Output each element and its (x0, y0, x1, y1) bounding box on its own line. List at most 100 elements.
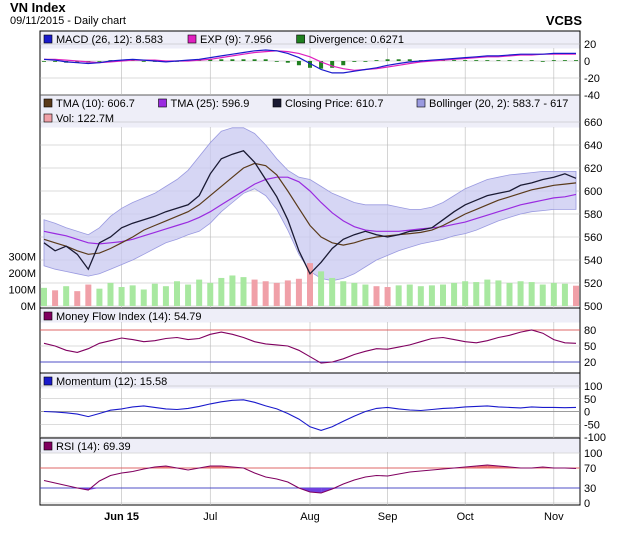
legend-strip (40, 373, 580, 389)
bollinger-band (43, 127, 577, 282)
volume-bar (406, 284, 413, 306)
y-tick-label: -100 (584, 432, 606, 444)
legend-swatch (158, 98, 167, 108)
legend-swatch (43, 113, 53, 123)
y-tick-label: -50 (584, 419, 600, 431)
divergence-bar (363, 61, 368, 62)
divergence-bar (496, 60, 501, 61)
brand-label: VCBS (545, 13, 582, 28)
volume-bar (218, 277, 225, 306)
volume-bar (462, 281, 469, 306)
legend-swatch (296, 34, 305, 44)
y-tick-label: 620 (584, 163, 602, 175)
closing-price-line (43, 150, 577, 275)
y-tick-label: 30 (584, 483, 596, 495)
x-tick-label: Oct (457, 511, 474, 523)
divergence-bar (352, 61, 357, 62)
volume-bar (284, 280, 291, 306)
volume-bar (63, 286, 70, 306)
volume-bar (262, 281, 269, 306)
legend-swatch (416, 98, 426, 108)
volume-bar (140, 289, 147, 306)
volume-bar (340, 281, 347, 306)
legend-strip (40, 308, 580, 323)
volume-bar (118, 287, 125, 306)
volume-bar (174, 281, 180, 306)
y-tick-label: 100 (584, 381, 602, 393)
x-tick-label: Nov (544, 511, 564, 523)
divergence-bar (141, 61, 146, 62)
volume-bar (384, 287, 391, 306)
legend-label: Closing Price: 610.7 (285, 98, 383, 110)
volume-bar (229, 275, 236, 306)
y-tick-label: -40 (584, 90, 600, 102)
divergence-bar (507, 60, 512, 61)
y-tick-label: 540 (584, 255, 602, 267)
divergence-bar (241, 59, 246, 61)
divergence-bar (263, 59, 268, 61)
volume-bar (573, 285, 579, 306)
volume-bar (251, 279, 258, 306)
legend-swatch (43, 441, 53, 451)
volume-bar (273, 282, 280, 306)
chart-subtitle: 09/11/2015 - Daily chart (10, 15, 126, 27)
macd-line (43, 49, 576, 74)
volume-bar (52, 290, 59, 306)
volume-bar (307, 263, 313, 306)
divergence-bar (230, 59, 235, 61)
mfi-line (43, 329, 577, 364)
divergence-bar (374, 60, 379, 61)
y-tick-label: -20 (584, 73, 600, 85)
divergence-bar (219, 59, 224, 61)
volume-bar (107, 282, 114, 306)
divergence-bar (474, 60, 479, 61)
volume-bar (74, 291, 81, 306)
volume-bar (240, 277, 247, 306)
divergence-bar (252, 59, 257, 61)
y-tick-label: 520 (584, 278, 602, 290)
volume-bar (517, 281, 524, 306)
divergence-bar (330, 61, 335, 68)
divergence-bar (574, 60, 578, 61)
y-tick-label: 600 (584, 186, 602, 198)
legend-label: Momentum (12): 15.58 (56, 376, 167, 388)
legend-label: TMA (25): 596.9 (171, 98, 250, 110)
volume-bar (129, 285, 136, 306)
volume-bar (528, 282, 535, 306)
rsi-line (43, 464, 577, 494)
legend-swatch (272, 98, 282, 108)
x-tick-label: Jun 15 (104, 511, 139, 523)
volume-bar (318, 271, 325, 306)
legend-label: MACD (26, 12): 8.583 (56, 34, 163, 46)
y-tick-label: 0 (584, 56, 590, 68)
y-tick-label: 50 (584, 394, 596, 406)
volume-bar (295, 278, 302, 306)
volume-tick-label: 0M (21, 301, 36, 313)
x-tick-label: Aug (300, 511, 320, 523)
volume-bar (440, 284, 446, 306)
legend-label: RSI (14): 69.39 (56, 441, 131, 453)
volume-tick-label: 300M (8, 252, 36, 264)
divergence-bar (485, 60, 490, 61)
tma25-line (43, 176, 577, 245)
divergence-bar (274, 61, 279, 62)
rsi-oversold-fill (88, 488, 100, 490)
momentum-line (43, 399, 577, 431)
volume-bar (428, 285, 435, 306)
y-tick-label: 0 (584, 407, 590, 419)
divergence-bar (551, 60, 556, 61)
divergence-bar (285, 61, 290, 63)
chart-title: VN Index (10, 0, 66, 15)
divergence-bar (53, 61, 58, 62)
y-tick-label: 100 (584, 448, 602, 460)
volume-bar (451, 282, 458, 306)
legend-swatch (43, 311, 53, 321)
divergence-bar (540, 61, 545, 62)
y-tick-label: 50 (584, 341, 596, 353)
volume-bar (473, 282, 480, 306)
volume-bar (561, 283, 568, 306)
divergence-bar (518, 60, 523, 61)
volume-bar (96, 288, 103, 306)
y-tick-label: 20 (584, 357, 596, 369)
legend-label: Divergence: 0.6271 (309, 34, 404, 46)
